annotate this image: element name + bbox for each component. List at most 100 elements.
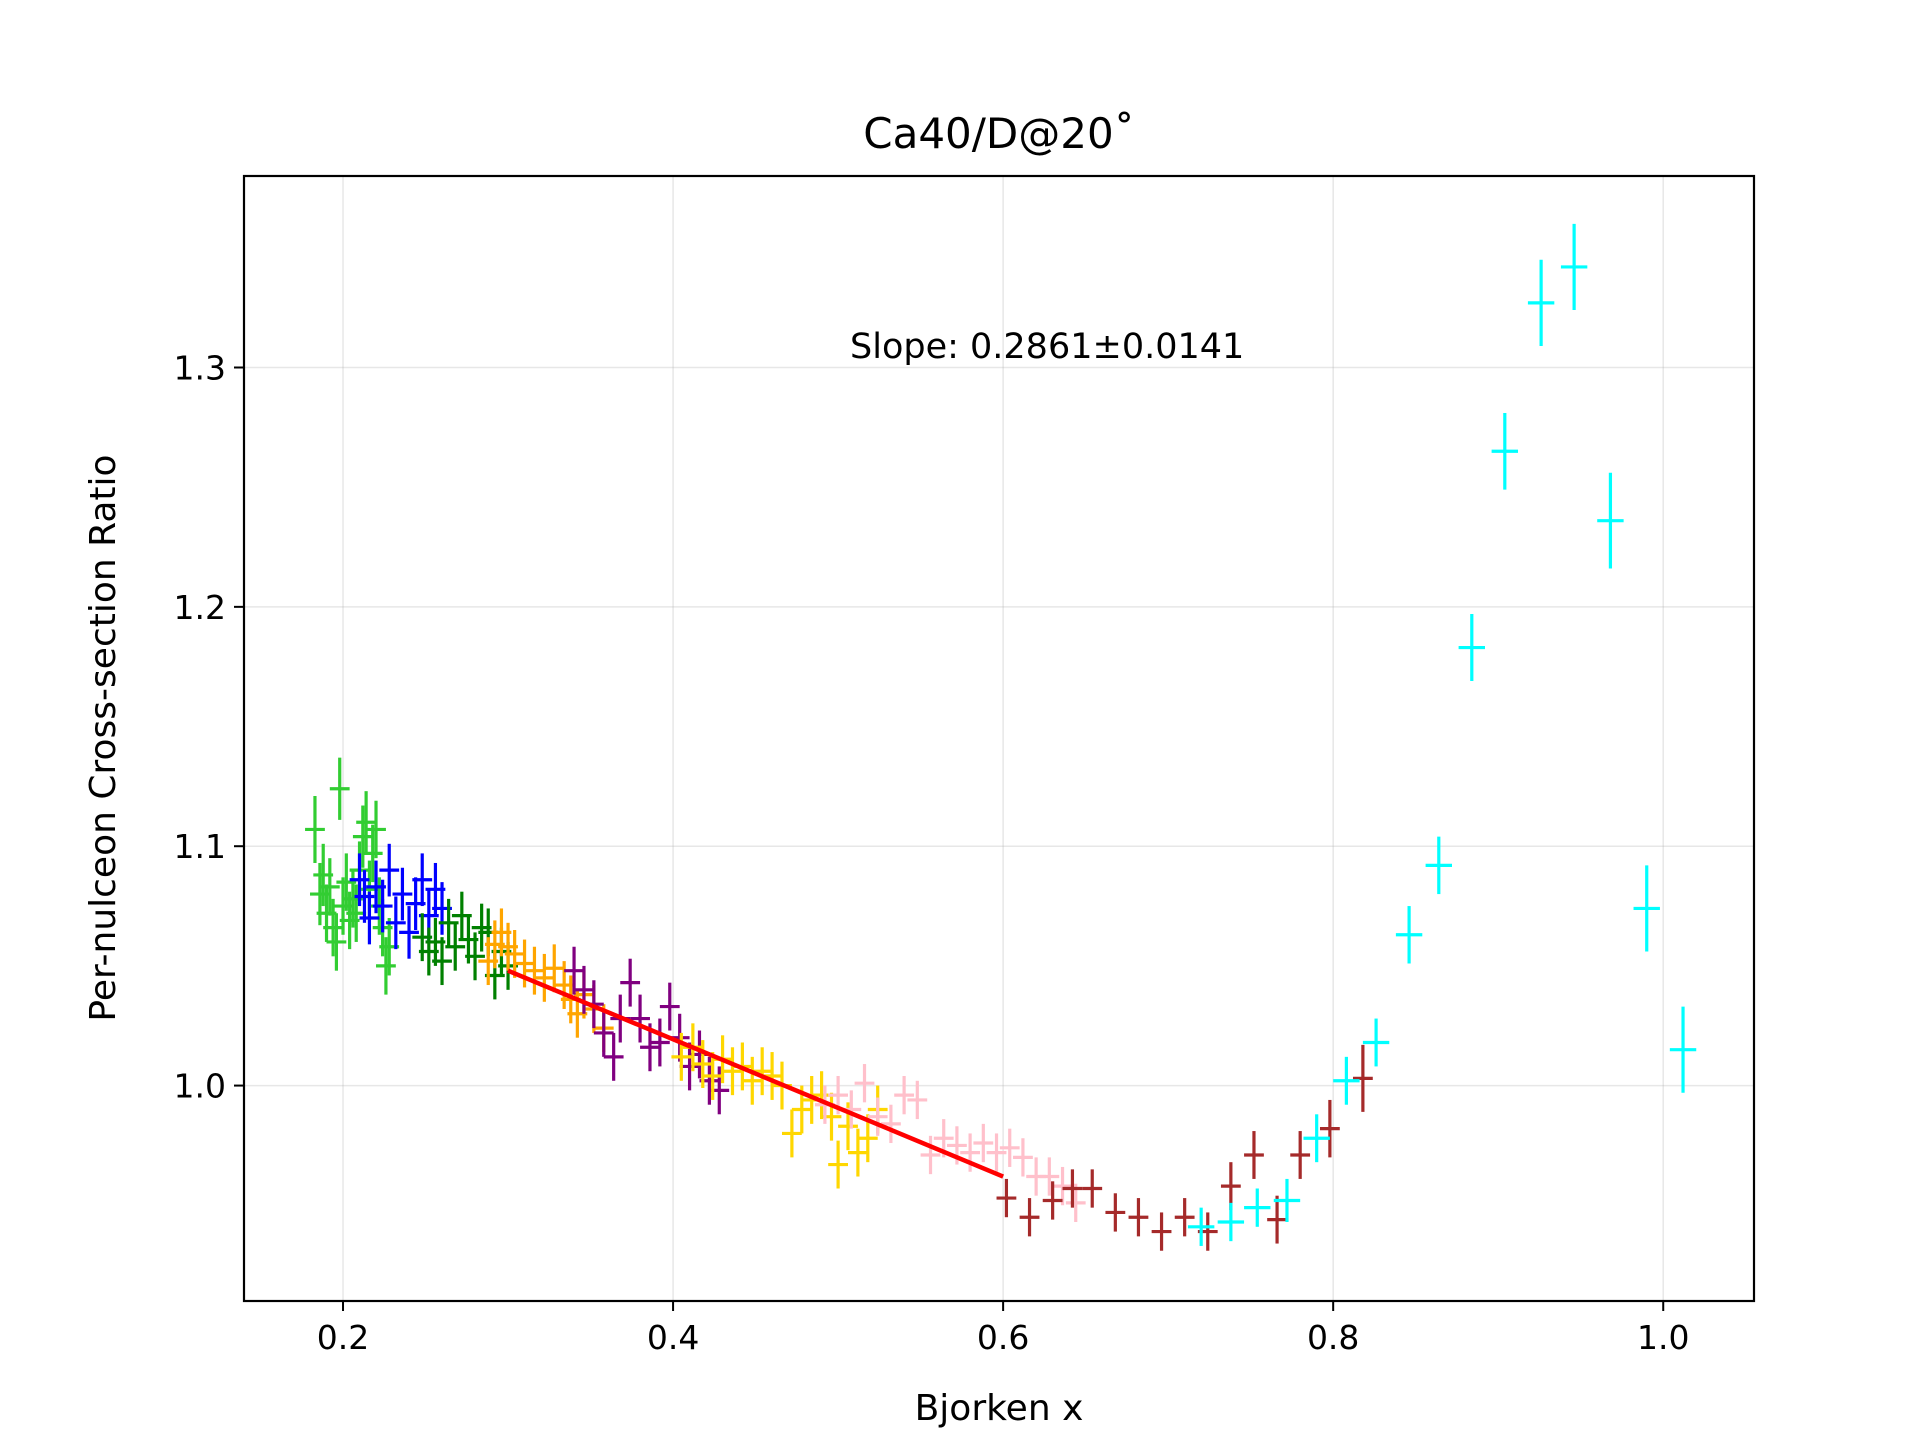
series-7 bbox=[996, 1044, 1373, 1251]
data-point bbox=[1128, 1198, 1149, 1237]
data-point bbox=[524, 946, 545, 995]
series-1 bbox=[349, 843, 452, 959]
data-point bbox=[432, 937, 452, 986]
data-point bbox=[1669, 1006, 1697, 1093]
data-point bbox=[372, 879, 393, 933]
data-point bbox=[1273, 1178, 1301, 1223]
fit-line-layer bbox=[507, 968, 1004, 1179]
data-point bbox=[620, 958, 641, 1007]
series-2 bbox=[412, 891, 518, 1000]
data-point bbox=[1217, 1202, 1245, 1242]
data-point bbox=[504, 929, 525, 978]
data-point bbox=[603, 1032, 624, 1081]
data-point bbox=[1267, 1195, 1287, 1244]
data-point bbox=[1319, 1099, 1340, 1158]
data-point bbox=[399, 906, 419, 959]
x-tick-label: 0.8 bbox=[1307, 1318, 1359, 1357]
y-tick-label: 1.0 bbox=[174, 1067, 226, 1106]
slope-annotation: Slope: 0.2861±0.0141 bbox=[850, 327, 1244, 367]
data-point bbox=[1560, 223, 1588, 311]
data-point bbox=[1352, 1044, 1373, 1112]
data-point bbox=[649, 1018, 670, 1067]
data-point bbox=[534, 953, 555, 1002]
data-point bbox=[1019, 1198, 1040, 1237]
data-point bbox=[973, 1123, 994, 1163]
x-tick-label: 0.4 bbox=[647, 1318, 699, 1357]
data-point bbox=[1362, 1018, 1390, 1067]
data-point bbox=[679, 1042, 700, 1091]
data-point bbox=[867, 1097, 888, 1136]
data-point bbox=[1187, 1207, 1215, 1246]
y-tick-label: 1.3 bbox=[174, 348, 226, 387]
data-point bbox=[1333, 1056, 1360, 1105]
data-point bbox=[1039, 1157, 1060, 1196]
data-point bbox=[1425, 836, 1452, 895]
data-point bbox=[412, 853, 433, 907]
data-point bbox=[1303, 1114, 1330, 1163]
data-point bbox=[359, 891, 380, 945]
axis-ticks: 0.2 0.4 0.6 0.8 1.0 1.0 1.1 1.2 1.3 bbox=[174, 348, 1690, 1357]
fit-line bbox=[507, 968, 1004, 1179]
grid bbox=[244, 176, 1754, 1301]
data-point bbox=[445, 922, 466, 971]
data-point bbox=[996, 1178, 1017, 1218]
series-6 bbox=[814, 1064, 1086, 1223]
data-point bbox=[742, 1056, 763, 1105]
data-point bbox=[1244, 1188, 1271, 1227]
data-point bbox=[1491, 412, 1519, 490]
data-point bbox=[1105, 1193, 1126, 1232]
data-point bbox=[1174, 1198, 1195, 1237]
data-point bbox=[362, 824, 383, 883]
data-point bbox=[1013, 1138, 1033, 1177]
data-point bbox=[305, 795, 325, 863]
x-tick-label: 0.6 bbox=[977, 1318, 1029, 1357]
data-point bbox=[352, 805, 373, 868]
data-point bbox=[881, 1104, 901, 1144]
data-point bbox=[1290, 1131, 1311, 1179]
data-point bbox=[907, 1080, 928, 1120]
data-point bbox=[630, 994, 650, 1043]
data-point bbox=[366, 800, 386, 859]
data-point bbox=[1082, 1169, 1103, 1208]
data-point bbox=[1062, 1169, 1083, 1208]
y-tick-label: 1.1 bbox=[174, 827, 226, 866]
data-point bbox=[1597, 472, 1624, 569]
data-point bbox=[781, 1109, 802, 1158]
data-point bbox=[564, 946, 584, 995]
data-point bbox=[385, 896, 406, 950]
y-tick-label: 1.2 bbox=[174, 588, 226, 627]
data-point bbox=[1458, 614, 1486, 682]
x-tick-label: 0.2 bbox=[317, 1318, 369, 1357]
data-point bbox=[828, 1140, 848, 1189]
x-axis-label: Bjorken x bbox=[915, 1388, 1084, 1429]
x-tick-label: 1.0 bbox=[1637, 1318, 1689, 1357]
data-point bbox=[986, 1133, 1007, 1172]
data-point bbox=[354, 870, 375, 923]
data-point bbox=[1151, 1212, 1172, 1251]
data-point bbox=[379, 843, 400, 897]
plot-area-frame bbox=[242, 174, 1756, 1303]
data-point bbox=[326, 913, 347, 971]
data-point bbox=[854, 1064, 875, 1103]
data-point bbox=[1220, 1162, 1241, 1211]
series-8 bbox=[1187, 223, 1697, 1246]
data-point bbox=[894, 1076, 915, 1115]
data-point bbox=[1042, 1181, 1063, 1220]
data-point bbox=[593, 1008, 614, 1057]
data-point bbox=[1395, 906, 1423, 964]
data-point bbox=[1244, 1131, 1264, 1179]
data-point bbox=[356, 791, 377, 854]
data-point bbox=[960, 1133, 981, 1172]
data-point bbox=[1633, 865, 1660, 952]
data-point bbox=[692, 1040, 713, 1088]
data-point bbox=[465, 932, 485, 981]
chart-title: Ca40/D@20˚ bbox=[863, 109, 1134, 158]
data-point bbox=[659, 982, 680, 1031]
data-point bbox=[920, 1135, 941, 1175]
data-point bbox=[722, 1047, 743, 1096]
data-point bbox=[329, 757, 350, 820]
data-point bbox=[392, 867, 413, 921]
data-point bbox=[999, 1128, 1020, 1167]
